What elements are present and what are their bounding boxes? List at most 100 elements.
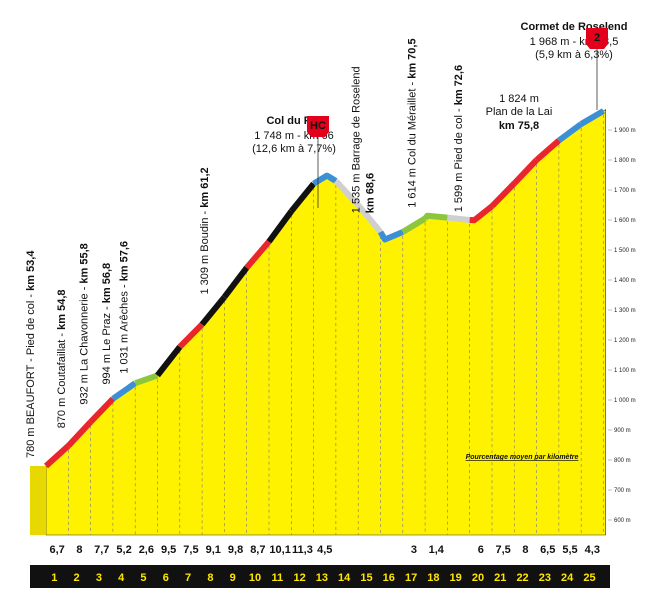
km-label: 20	[472, 572, 484, 584]
annotation: 1 535 m Barrage de Roselend km 68,6	[351, 66, 377, 213]
category-label: 2	[594, 32, 600, 44]
km-label: 18	[427, 572, 439, 584]
km-label: 16	[383, 572, 395, 584]
annotation: 1 309 m Boudin - km 61,2	[199, 167, 211, 294]
km-band	[30, 565, 610, 588]
km-label: 11	[271, 572, 283, 584]
km-label: 6	[163, 572, 169, 584]
waypoint-name: Plan de la Lai	[486, 106, 553, 118]
summit-detail: (12,6 km à 7,7%)	[252, 143, 336, 155]
km-label: 13	[316, 572, 328, 584]
annotation-text: 1 599 m Pied de col -	[453, 105, 465, 212]
km-label: 25	[583, 572, 595, 584]
annotation-text: 994 m Le Praz -	[101, 303, 113, 384]
gradient-segment	[288, 181, 316, 214]
gradient-segment	[66, 419, 93, 448]
km-label: 10	[249, 572, 261, 584]
gradient-segment	[43, 443, 71, 469]
gradient-segment	[333, 178, 361, 208]
km-label: 22	[516, 572, 528, 584]
gradient-label: 8,7	[250, 544, 265, 556]
km-label: 8	[207, 572, 213, 584]
gradient-segment	[401, 215, 427, 235]
y-tick-label: 700 m	[614, 488, 631, 494]
km-label: 5	[140, 572, 146, 584]
annotation-km: km 72,6	[453, 65, 465, 105]
gradient-label: 7,5	[495, 544, 510, 556]
gradient-label: 4,5	[317, 544, 332, 556]
gradient-segment	[244, 239, 272, 270]
gradient-label: 9,8	[228, 544, 243, 556]
annotation-text: 870 m Coutafaillat -	[56, 330, 68, 428]
annotation: 1 614 m Col du Méraillet - km 70,5	[406, 38, 418, 207]
annotation-text: 780 m BEAUFORT - Pied de col -	[25, 291, 37, 458]
profile-side	[30, 466, 46, 535]
gradient-label: 6,7	[50, 544, 65, 556]
gradient-segment	[512, 157, 539, 186]
annotation-text: 932 m La Chavonnerie -	[79, 284, 91, 405]
km-label: 2	[74, 572, 80, 584]
gradient-segment	[489, 181, 517, 209]
gradient-label: 9,1	[206, 544, 221, 556]
gradient-segment	[155, 345, 183, 378]
annotation-km: km 57,6	[119, 241, 131, 281]
category-label: HC	[310, 120, 326, 132]
summit-name: Cormet de Roselend	[521, 21, 628, 33]
annotation-km: km 56,8	[101, 263, 113, 303]
gradient-label: 8	[76, 544, 82, 556]
gradient-segment	[222, 265, 250, 299]
km-label: 19	[450, 572, 462, 584]
gradient-label: 5,5	[562, 544, 577, 556]
waypoint-elevation: 1 824 m	[499, 93, 539, 105]
category-badge	[586, 28, 608, 49]
category-badge	[307, 116, 329, 137]
gradient-segment	[266, 209, 294, 244]
gradient-label: 10,1	[269, 544, 290, 556]
annotation-km: km 53,4	[25, 250, 37, 291]
annotation-km: km 61,2	[199, 167, 211, 207]
y-tick-label: 1 100 m	[614, 368, 636, 374]
gradient-label: 4,3	[585, 544, 600, 556]
gradient-segment	[377, 229, 404, 243]
gradient-label: 2,6	[139, 544, 154, 556]
gradient-label: 1,4	[429, 544, 445, 556]
gradient-segment	[199, 295, 227, 327]
y-tick-label: 1 000 m	[614, 398, 636, 404]
annotation: 994 m Le Praz - km 56,8	[101, 263, 113, 385]
km-label: 1	[51, 572, 57, 584]
gradient-label: 5,2	[116, 544, 131, 556]
annotation-text: 1 031 m Arêches -	[119, 281, 131, 373]
km-label: 17	[405, 572, 417, 584]
gradient-segment	[88, 396, 116, 424]
summit-detail: (5,9 km à 6,3%)	[535, 49, 613, 61]
annotation-km: km 68,6	[365, 173, 377, 213]
km-label: 9	[230, 572, 236, 584]
gradient-segment	[447, 214, 470, 223]
gradient-segment	[355, 203, 383, 234]
gradient-label: 11,3	[292, 544, 313, 556]
km-label: 23	[539, 572, 551, 584]
annotation-text: 1 614 m Col du Méraillet -	[406, 79, 418, 208]
gradient-title: Pourcentage moyen par kilomètre	[466, 454, 579, 461]
gradient-segment	[134, 372, 159, 387]
y-tick-label: 900 m	[614, 428, 631, 434]
waypoint-km: km 75,8	[499, 120, 539, 132]
km-label: 7	[185, 572, 191, 584]
annotation-km: km 70,5	[406, 38, 418, 78]
annotation: 870 m Coutafaillat - km 54,8	[56, 289, 68, 428]
gradient-label: 7,5	[183, 544, 198, 556]
km-label: 4	[118, 572, 125, 584]
gradient-segment	[534, 138, 561, 163]
y-tick-label: 1 300 m	[614, 308, 636, 314]
gradient-segment	[469, 203, 494, 224]
km-label: 24	[561, 572, 574, 584]
gradient-segment	[422, 212, 448, 221]
km-label: 14	[338, 572, 351, 584]
y-tick-label: 1 900 m	[614, 128, 636, 134]
y-tick-label: 600 m	[614, 518, 631, 524]
y-tick-label: 1 700 m	[614, 188, 636, 194]
gradient-label: 9,5	[161, 544, 176, 556]
gradient-segment	[177, 322, 205, 350]
km-label: 21	[494, 572, 506, 584]
